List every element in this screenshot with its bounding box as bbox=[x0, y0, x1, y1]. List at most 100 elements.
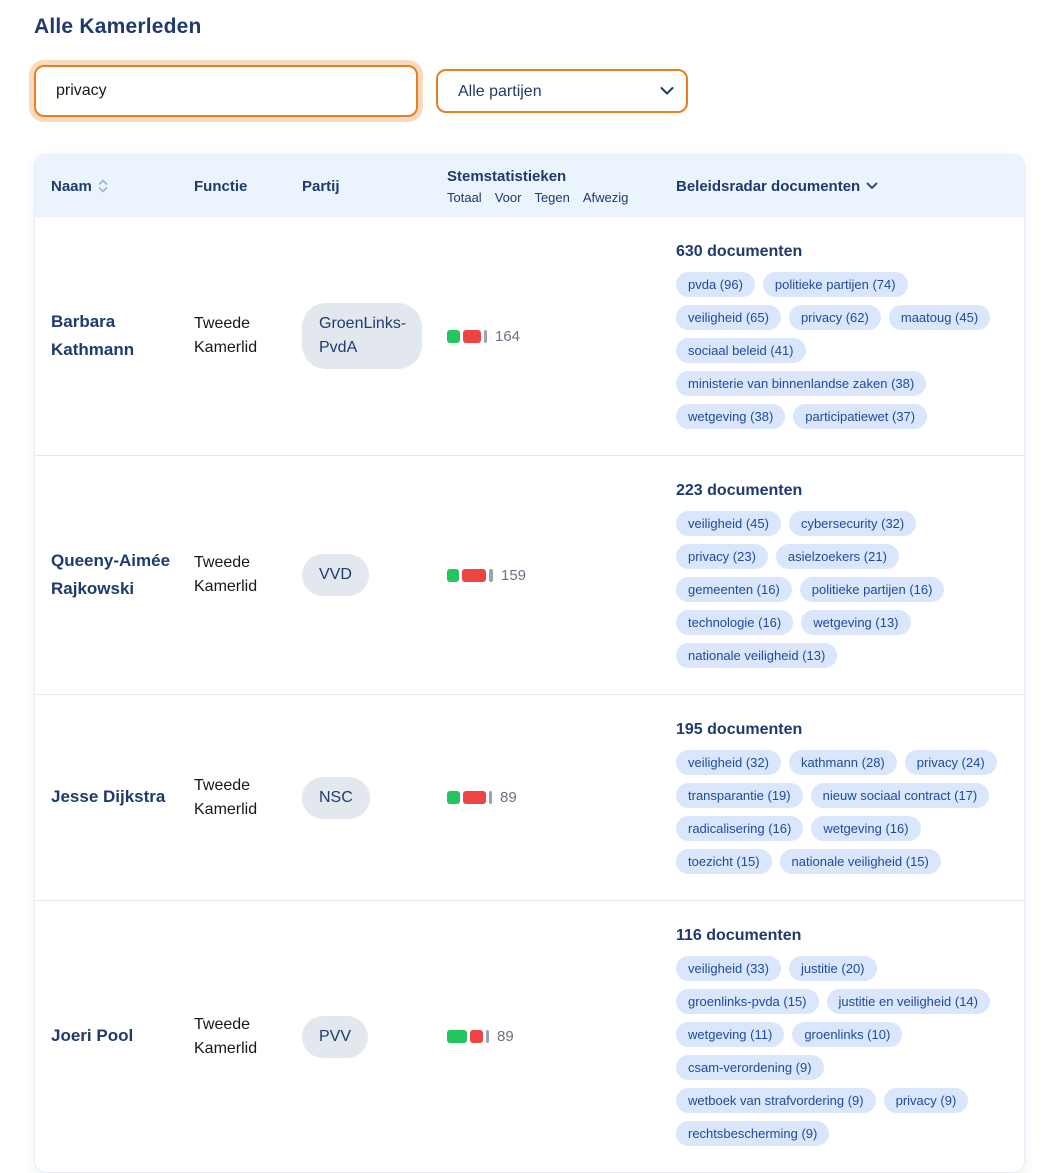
document-count: 195 documenten bbox=[676, 721, 803, 738]
tag-list: veiligheid (33) justitie (20) groenlinks-p… bbox=[676, 956, 1008, 1146]
table-row: Joeri Pool Tweede Kamerlid PVV 89 116 do… bbox=[35, 900, 1024, 1172]
table-row: Jesse Dijkstra Tweede Kamerlid NSC 89 19… bbox=[35, 694, 1024, 900]
tag-list: pvda (96) politieke partijen (74) veilighe… bbox=[676, 272, 1008, 429]
tag-list: veiligheid (32) kathmann (28) privacy (24)… bbox=[676, 750, 1008, 874]
topic-tag[interactable]: nationale veiligheid (13) bbox=[676, 643, 838, 668]
votes-against-bar bbox=[462, 568, 486, 582]
votes-against-bar bbox=[470, 1030, 483, 1043]
topic-tag[interactable]: radicalisering (16) bbox=[676, 816, 804, 841]
topic-tag[interactable]: politieke partijen (16) bbox=[799, 577, 945, 602]
topic-tag[interactable]: participatiewet (37) bbox=[793, 404, 928, 429]
topic-tag[interactable]: privacy (9) bbox=[883, 1088, 969, 1113]
name-cell: Barbara Kathmann bbox=[51, 308, 194, 364]
topic-tag[interactable]: groenlinks (10) bbox=[792, 1022, 903, 1047]
member-name-link[interactable]: Barbara Kathmann bbox=[51, 311, 135, 359]
topic-tag[interactable]: sociaal beleid (41) bbox=[676, 338, 806, 363]
member-function: Tweede Kamerlid bbox=[194, 554, 258, 595]
votes-total: 89 bbox=[500, 789, 517, 806]
topic-tag[interactable]: wetgeving (13) bbox=[801, 610, 911, 635]
topic-tag[interactable]: maatoug (45) bbox=[888, 305, 991, 330]
filter-bar: Alle partijen bbox=[34, 65, 1025, 117]
members-table: Naam Functie Partij Stemstatistieken Tot… bbox=[34, 154, 1025, 1173]
topic-tag[interactable]: privacy (24) bbox=[904, 750, 997, 775]
party-select-wrap: Alle partijen bbox=[436, 69, 688, 113]
vote-stats: 89 bbox=[447, 789, 676, 806]
topic-tag[interactable]: wetgeving (38) bbox=[676, 404, 786, 429]
topic-tag[interactable]: politieke partijen (74) bbox=[762, 272, 908, 297]
topic-tag[interactable]: asielzoekers (21) bbox=[775, 544, 899, 569]
topic-tag[interactable]: technologie (16) bbox=[676, 610, 794, 635]
document-count: 116 documenten bbox=[676, 927, 802, 944]
column-header-naam[interactable]: Naam bbox=[51, 178, 194, 195]
column-header-functie: Functie bbox=[194, 177, 248, 195]
topic-tag[interactable]: cybersecurity (32) bbox=[788, 511, 917, 536]
votes-absent-bar bbox=[489, 791, 492, 804]
party-cell: PVV bbox=[302, 1015, 447, 1058]
votes-absent-bar bbox=[486, 1030, 489, 1043]
votes-against-bar bbox=[463, 329, 481, 343]
votes-absent-bar bbox=[484, 329, 487, 343]
topic-tag[interactable]: toezicht (15) bbox=[676, 849, 772, 874]
documents-cell: 223 documenten veiligheid (45) cybersecur… bbox=[676, 482, 1008, 668]
tag-list: veiligheid (45) cybersecurity (32) privacy… bbox=[676, 511, 1008, 668]
documents-cell: 195 documenten veiligheid (32) kathmann (… bbox=[676, 721, 1008, 874]
topic-tag[interactable]: veiligheid (65) bbox=[676, 305, 781, 330]
party-cell: GroenLinks-PvdA bbox=[302, 303, 447, 369]
column-header-documenten[interactable]: Beleidsradar documenten bbox=[676, 178, 1008, 195]
vote-stats: 89 bbox=[447, 1028, 676, 1045]
document-count: 630 documenten bbox=[676, 243, 803, 260]
sub-header-afwezig: Afwezig bbox=[582, 189, 629, 205]
topic-tag[interactable]: wetboek van strafvordering (9) bbox=[676, 1088, 876, 1113]
topic-tag[interactable]: kathmann (28) bbox=[788, 750, 897, 775]
topic-tag[interactable]: nationale veiligheid (15) bbox=[779, 849, 941, 874]
votes-for-bar bbox=[447, 1030, 467, 1043]
table-body: Barbara Kathmann Tweede Kamerlid GroenLi… bbox=[35, 217, 1024, 1172]
search-input[interactable] bbox=[34, 65, 418, 117]
topic-tag[interactable]: wetgeving (16) bbox=[811, 816, 921, 841]
sort-icon[interactable] bbox=[98, 178, 108, 194]
sub-header-voor: Voor bbox=[494, 189, 522, 205]
member-name-link[interactable]: Jesse Dijkstra bbox=[51, 787, 166, 807]
party-badge: PVV bbox=[302, 1015, 369, 1058]
member-name-link[interactable]: Joeri Pool bbox=[51, 1026, 134, 1046]
table-row: Barbara Kathmann Tweede Kamerlid GroenLi… bbox=[35, 217, 1024, 455]
topic-tag[interactable]: veiligheid (32) bbox=[676, 750, 781, 775]
votes-total: 159 bbox=[501, 566, 527, 584]
votes-for-bar bbox=[447, 568, 459, 582]
topic-tag[interactable]: gemeenten (16) bbox=[676, 577, 792, 602]
topic-tag[interactable]: rechtsbescherming (9) bbox=[676, 1121, 830, 1146]
votes-total: 89 bbox=[497, 1028, 514, 1045]
topic-tag[interactable]: veiligheid (45) bbox=[676, 511, 781, 536]
party-badge: NSC bbox=[302, 776, 370, 819]
votes-against-bar bbox=[463, 791, 486, 804]
page-title: Alle Kamerleden bbox=[34, 15, 202, 38]
topic-tag[interactable]: veiligheid (33) bbox=[676, 956, 781, 981]
topic-tag[interactable]: privacy (23) bbox=[676, 544, 768, 569]
topic-tag[interactable]: nieuw sociaal contract (17) bbox=[810, 783, 990, 808]
vote-stats: 164 bbox=[447, 328, 676, 345]
column-header-partij: Partij bbox=[302, 177, 340, 195]
member-name-link[interactable]: Queeny-Aimée Rajkowski bbox=[51, 550, 171, 598]
name-cell: Queeny-Aimée Rajkowski bbox=[51, 547, 194, 603]
topic-tag[interactable]: transparantie (19) bbox=[676, 783, 803, 808]
topic-tag[interactable]: csam-verordening (9) bbox=[676, 1055, 824, 1080]
topic-tag[interactable]: justitie en veiligheid (14) bbox=[826, 989, 990, 1014]
party-badge: VVD bbox=[302, 554, 369, 596]
party-badge: GroenLinks-PvdA bbox=[302, 303, 422, 369]
column-header-stemstatistieken: Stemstatistieken Totaal Voor Tegen Afwez… bbox=[447, 167, 629, 205]
topic-tag[interactable]: justitie (20) bbox=[788, 956, 877, 981]
topic-tag[interactable]: ministerie van binnenlandse zaken (38) bbox=[676, 371, 927, 396]
chevron-down-icon bbox=[866, 182, 878, 190]
topic-tag[interactable]: groenlinks-pvda (15) bbox=[676, 989, 819, 1014]
documents-cell: 116 documenten veiligheid (33) justitie (… bbox=[676, 927, 1008, 1146]
party-select[interactable]: Alle partijen bbox=[436, 69, 688, 113]
name-cell: Joeri Pool bbox=[51, 1022, 194, 1050]
documents-cell: 630 documenten pvda (96) politieke partij… bbox=[676, 243, 1008, 429]
vote-sub-headers: Totaal Voor Tegen Afwezig bbox=[447, 190, 628, 205]
topic-tag[interactable]: wetgeving (11) bbox=[676, 1022, 785, 1047]
topic-tag[interactable]: privacy (62) bbox=[788, 305, 881, 330]
table-header: Naam Functie Partij Stemstatistieken Tot… bbox=[35, 155, 1024, 217]
topic-tag[interactable]: pvda (96) bbox=[676, 272, 755, 297]
member-function: Tweede Kamerlid bbox=[194, 315, 258, 356]
